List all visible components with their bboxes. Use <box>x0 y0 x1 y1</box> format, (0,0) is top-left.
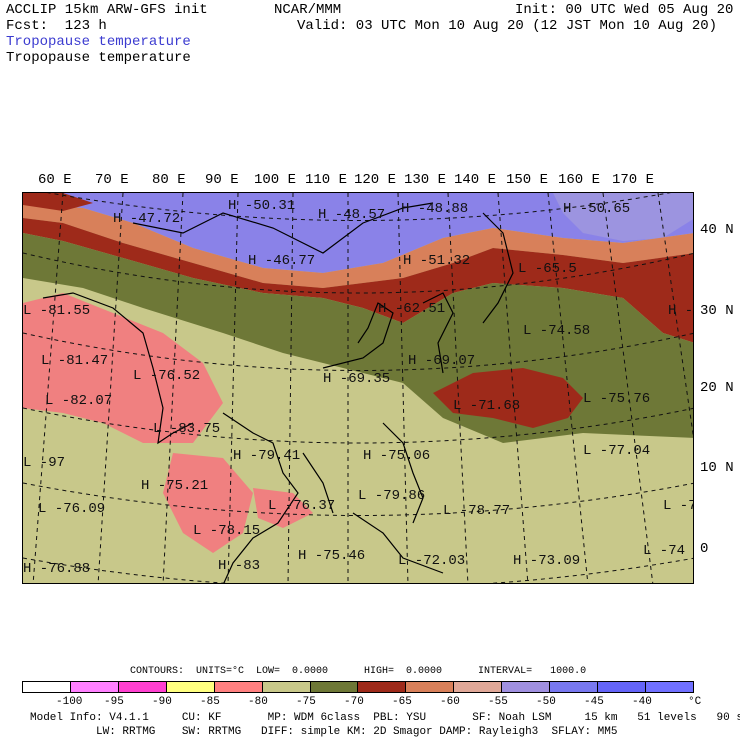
model-title: ACCLIP 15km ARW-GFS init <box>6 2 208 18</box>
extremum-label: H -50.31 <box>228 198 296 214</box>
latitude-label: 40 N <box>700 222 734 238</box>
latitude-label: 20 N <box>700 380 734 396</box>
longitude-label: 80 E <box>152 172 186 188</box>
longitude-label: 100 E <box>254 172 297 188</box>
extremum-label: L -81.47 <box>41 353 109 369</box>
longitude-label: 160 E <box>558 172 601 188</box>
color-bar-tick: -75 <box>296 696 316 708</box>
extremum-label: L -74.58 <box>523 323 591 339</box>
color-bar <box>22 681 694 693</box>
extremum-label: L -79.86 <box>358 488 426 504</box>
extremum-label: L -76.52 <box>133 368 201 384</box>
extremum-label: L -71.68 <box>453 398 521 414</box>
color-bar-tick: -60 <box>440 696 460 708</box>
color-bar-tick: -80 <box>248 696 268 708</box>
tropopause-map <box>23 193 693 583</box>
extremum-label: H -76.88 <box>23 561 91 577</box>
color-swatch <box>645 682 693 692</box>
init-time: Init: 00 UTC Wed 05 Aug 20 <box>515 2 734 18</box>
extremum-label: H -50.65 <box>563 201 631 217</box>
extremum-label: H -62.51 <box>378 301 446 317</box>
valid-time: Valid: 03 UTC Mon 10 Aug 20 (12 JST Mon … <box>297 18 718 34</box>
model-info-line-1: Model Info: V4.1.1 CU: KF MP: WDM 6class… <box>30 712 740 724</box>
color-bar-tick: -55 <box>488 696 508 708</box>
longitude-label: 60 E <box>38 172 72 188</box>
extremum-label: H -79.41 <box>233 448 301 464</box>
latitude-label: 30 N <box>700 303 734 319</box>
field-title-contour: Tropopause temperature <box>6 50 191 66</box>
color-swatch <box>214 682 263 692</box>
extremum-label: H -48.57 <box>318 207 386 223</box>
color-bar-tick: -50 <box>536 696 556 708</box>
latitude-label: 0 <box>700 541 709 557</box>
longitude-label: 170 E <box>612 172 655 188</box>
extremum-label: L -78.15 <box>193 523 261 539</box>
color-swatch <box>166 682 215 692</box>
extremum-label: L -77 <box>663 498 693 514</box>
extremum-label: H -47.72 <box>113 211 181 227</box>
model-info-line-2: LW: RRTMG SW: RRTMG DIFF: simple KM: 2D … <box>96 726 618 738</box>
color-swatch <box>550 682 599 692</box>
color-swatch <box>310 682 359 692</box>
organization-label: NCAR/MMM <box>274 2 342 18</box>
color-swatch <box>70 682 119 692</box>
color-bar-tick: -95 <box>104 696 124 708</box>
extremum-label: H -68 <box>668 303 694 319</box>
longitude-label: 130 E <box>404 172 447 188</box>
extremum-label: H -51.32 <box>403 253 471 269</box>
color-swatch <box>454 682 503 692</box>
color-swatch <box>118 682 167 692</box>
color-bar-tick: -40 <box>632 696 652 708</box>
extremum-label: L -74 <box>643 543 686 559</box>
extremum-label: L -75.76 <box>583 391 651 407</box>
longitude-label: 70 E <box>95 172 129 188</box>
contour-info: CONTOURS: UNITS=°C LOW= 0.0000 HIGH= 0.0… <box>130 666 587 677</box>
extremum-label: L -72.03 <box>398 553 466 569</box>
color-swatch <box>23 682 71 692</box>
extremum-label: H -75.06 <box>363 448 431 464</box>
extremum-label: L -77.04 <box>583 443 651 459</box>
extremum-label: H -75.46 <box>298 548 366 564</box>
color-swatch <box>598 682 646 692</box>
color-bar-tick: -90 <box>152 696 172 708</box>
extremum-label: H -46.77 <box>248 253 316 269</box>
color-swatch <box>262 682 311 692</box>
extremum-label: H -69.35 <box>323 371 391 387</box>
map-panel: H -47.72 H -50.31 H -48.57 H -48.88 H -50.65… <box>22 192 694 584</box>
extremum-label: L -76.09 <box>38 501 106 517</box>
color-bar-tick: -100 <box>56 696 83 708</box>
longitude-label: 110 E <box>305 172 348 188</box>
extremum-label: H -69.07 <box>408 353 476 369</box>
color-bar-tick: -45 <box>584 696 604 708</box>
color-swatch <box>358 682 407 692</box>
color-bar-tick: -70 <box>344 696 364 708</box>
extremum-label: L -83.75 <box>153 421 221 437</box>
color-bar-unit: °C <box>688 696 702 708</box>
extremum-label: H -48.88 <box>401 201 469 217</box>
color-bar-tick: -85 <box>200 696 220 708</box>
extremum-label: L -82.07 <box>45 393 113 409</box>
field-title-shaded: Tropopause temperature <box>6 34 191 50</box>
extremum-label: L -97 <box>23 455 66 471</box>
extremum-label: L -65.5 <box>518 261 577 277</box>
extremum-label: L -78.77 <box>443 503 511 519</box>
extremum-label: L -81.55 <box>23 303 91 319</box>
color-swatch <box>406 682 455 692</box>
latitude-label: 10 N <box>700 460 734 476</box>
extremum-label: H -75.21 <box>141 478 209 494</box>
longitude-label: 150 E <box>506 172 549 188</box>
extremum-label: H -83 <box>218 558 261 574</box>
extremum-label: H -73.09 <box>513 553 581 569</box>
extremum-label: L -76.37 <box>268 498 336 514</box>
longitude-label: 90 E <box>205 172 239 188</box>
color-bar-tick: -65 <box>392 696 412 708</box>
longitude-label: 120 E <box>354 172 397 188</box>
forecast-hour: Fcst: 123 h <box>6 18 107 34</box>
longitude-label: 140 E <box>454 172 497 188</box>
color-swatch <box>502 682 551 692</box>
